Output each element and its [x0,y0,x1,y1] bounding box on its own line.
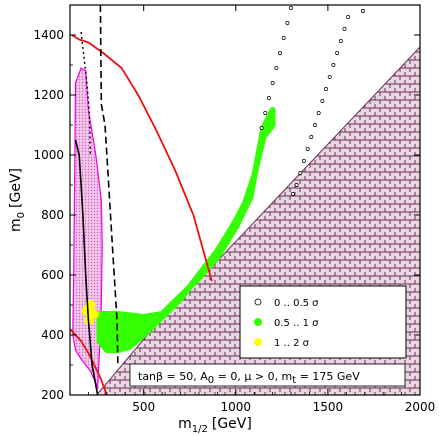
legend-marker-0 [254,298,262,306]
open-point [278,51,282,55]
open-point [335,51,340,55]
open-point [331,63,336,67]
legend-box [239,285,407,359]
plot-frame [69,4,421,396]
legend: 0 .. 0.5 σ 0.5 .. 1 σ 1 .. 2 σ [239,285,407,359]
x-tick-label: 1000 [221,400,252,414]
x-tick-label: 2000 [405,400,436,414]
open-point [305,147,310,151]
open-point [320,99,325,103]
y-tick-label: 400 [41,328,64,342]
open-point [289,6,294,10]
legend-label-0: 0 .. 0.5 σ [274,298,319,309]
legend-marker-2 [254,338,262,346]
yellow-point [88,309,99,319]
open-point [338,39,343,43]
y-tick-label: 600 [41,268,64,282]
open-point [327,75,332,79]
legend-label-1: 0.5 .. 1 σ [274,318,319,329]
x-tick-label: 1500 [313,400,344,414]
y-tick-label: 1400 [33,28,64,42]
open-point [270,81,275,85]
annotation: tanβ = 50, A0 = 0, μ > 0, mt = 175 GeV [129,363,406,387]
black-dashed-curve [99,5,119,366]
open-point [285,21,290,25]
open-point [313,123,317,127]
annotation-text: tanβ = 50, A0 = 0, μ > 0, mt = 175 GeV [138,370,360,386]
legend-marker-1 [254,318,262,326]
open-point [290,192,295,196]
red-curve [71,34,213,282]
open-point [294,183,299,187]
open-point [266,96,271,100]
y-tick-label: 1200 [33,88,64,102]
open-point [324,87,329,91]
open-point [281,36,286,40]
open-point [316,111,321,115]
open-point [274,66,279,70]
open-point [360,9,365,13]
x-tick-label: 500 [132,400,155,414]
open-point [342,27,347,31]
black-dotted-curve [80,31,91,156]
open-point [301,159,306,163]
x-axis-title: m1/2 [GeV] [178,416,252,435]
x-axis: 500 1000 1500 2000 [88,5,435,414]
open-point [346,15,351,19]
y-axis: 200 400 600 800 1000 1200 1400 [33,28,420,402]
black-solid-curve [74,139,99,395]
open-point [298,171,303,175]
y-tick-label: 200 [41,388,64,402]
open-point [309,135,314,139]
annotation-box [129,363,406,387]
y-tick-label: 1000 [33,148,64,162]
legend-label-2: 1 .. 2 σ [274,338,310,349]
y-tick-label: 800 [41,208,64,222]
y-axis-title: m0[GeV] [8,168,27,232]
open-point [263,111,268,115]
open-point [259,126,264,130]
